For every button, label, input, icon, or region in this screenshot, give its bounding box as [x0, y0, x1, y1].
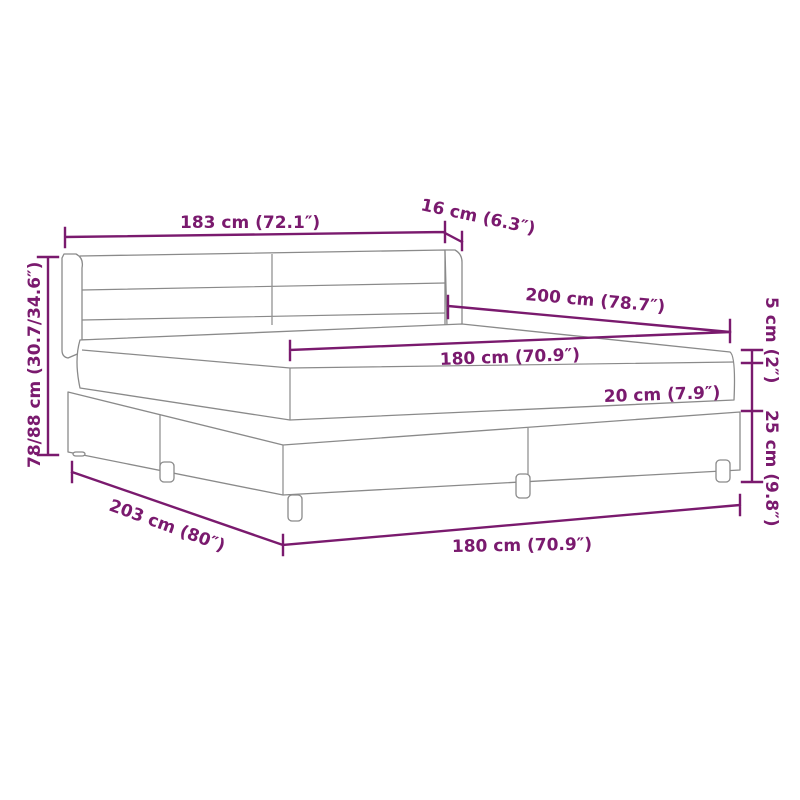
label-mattress-length: 200 cm (78.7″) [525, 285, 666, 317]
dim-mattress-width [288, 330, 732, 362]
label-base-height: 25 cm (9.8″) [761, 410, 781, 527]
label-topper-height: 5 cm (2″) [761, 297, 781, 383]
topper-seam [81, 349, 735, 420]
headboard-seams [81, 254, 446, 325]
dim-headboard-depth [443, 230, 464, 252]
leg [72, 451, 86, 457]
base-seams [159, 415, 529, 495]
label-total-height: 78/88 cm (30.7/34.6″) [25, 262, 45, 468]
label-mattress-height: 20 cm (7.9″) [603, 383, 720, 407]
mattress [76, 323, 736, 421]
dim-right-heights [740, 348, 764, 484]
leg [159, 461, 175, 483]
label-base-width: 180 cm (70.9″) [452, 535, 593, 557]
dim-total-length [70, 460, 285, 547]
leg [287, 494, 303, 522]
leg [715, 459, 731, 483]
headboard-left-wing [61, 253, 84, 359]
dimension-lines [36, 220, 764, 557]
leg [515, 473, 531, 499]
dim-total-height [36, 255, 60, 457]
label-headboard-width: 183 cm (72.1″) [180, 213, 320, 233]
label-mattress-width: 180 cm (70.9″) [439, 345, 580, 370]
bed-drawing [61, 249, 741, 522]
